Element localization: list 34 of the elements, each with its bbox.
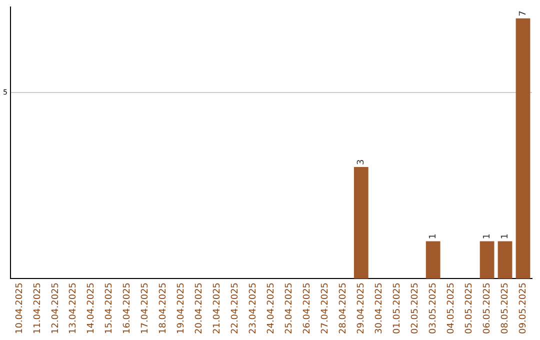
x-tick-label: 25.04.2025 — [284, 282, 295, 334]
x-tick-label: 23.04.2025 — [248, 282, 259, 334]
x-tick-label: 18.04.2025 — [158, 282, 169, 334]
x-tick-label: 27.04.2025 — [320, 282, 331, 334]
data-label: 1 — [482, 234, 492, 240]
data-label: 1 — [500, 234, 510, 240]
x-tick-label: 04.05.2025 — [446, 282, 456, 334]
x-tick-label: 08.05.2025 — [500, 282, 510, 334]
x-tick-label: 21.04.2025 — [212, 282, 223, 334]
x-tick-label: 06.05.2025 — [482, 282, 492, 334]
x-tick-label: 24.04.2025 — [266, 282, 277, 334]
x-tick-label: 30.04.2025 — [374, 282, 384, 334]
x-tick-label: 11.04.2025 — [32, 282, 43, 334]
x-tick-label: 12.04.2025 — [50, 282, 61, 334]
x-tick-label: 29.04.2025 — [356, 282, 366, 334]
x-tick-label: 19.04.2025 — [176, 282, 187, 334]
data-label: 7 — [518, 10, 528, 16]
x-tick-label: 10.04.2025 — [14, 282, 25, 334]
x-tick-label: 26.04.2025 — [302, 282, 313, 334]
x-tick-label: 22.04.2025 — [230, 282, 241, 334]
x-tick-label: 20.04.2025 — [194, 282, 205, 334]
x-tick-label: 09.05.2025 — [518, 282, 528, 334]
data-label: 1 — [428, 234, 438, 240]
x-tick-label: 16.04.2025 — [122, 282, 133, 334]
x-tick-label: 02.05.2025 — [410, 282, 420, 334]
x-tick-label: 17.04.2025 — [140, 282, 151, 334]
x-tick-label: 15.04.2025 — [104, 282, 115, 334]
data-label: 3 — [356, 159, 366, 165]
x-tick-label: 14.04.2025 — [86, 282, 97, 334]
x-tick-label: 28.04.2025 — [338, 282, 349, 334]
x-tick-label: 05.05.2025 — [464, 282, 474, 334]
x-tick-label: 13.04.2025 — [68, 282, 79, 334]
x-tick-label: 03.05.2025 — [428, 282, 438, 334]
x-tick-label: 01.05.2025 — [392, 282, 402, 334]
